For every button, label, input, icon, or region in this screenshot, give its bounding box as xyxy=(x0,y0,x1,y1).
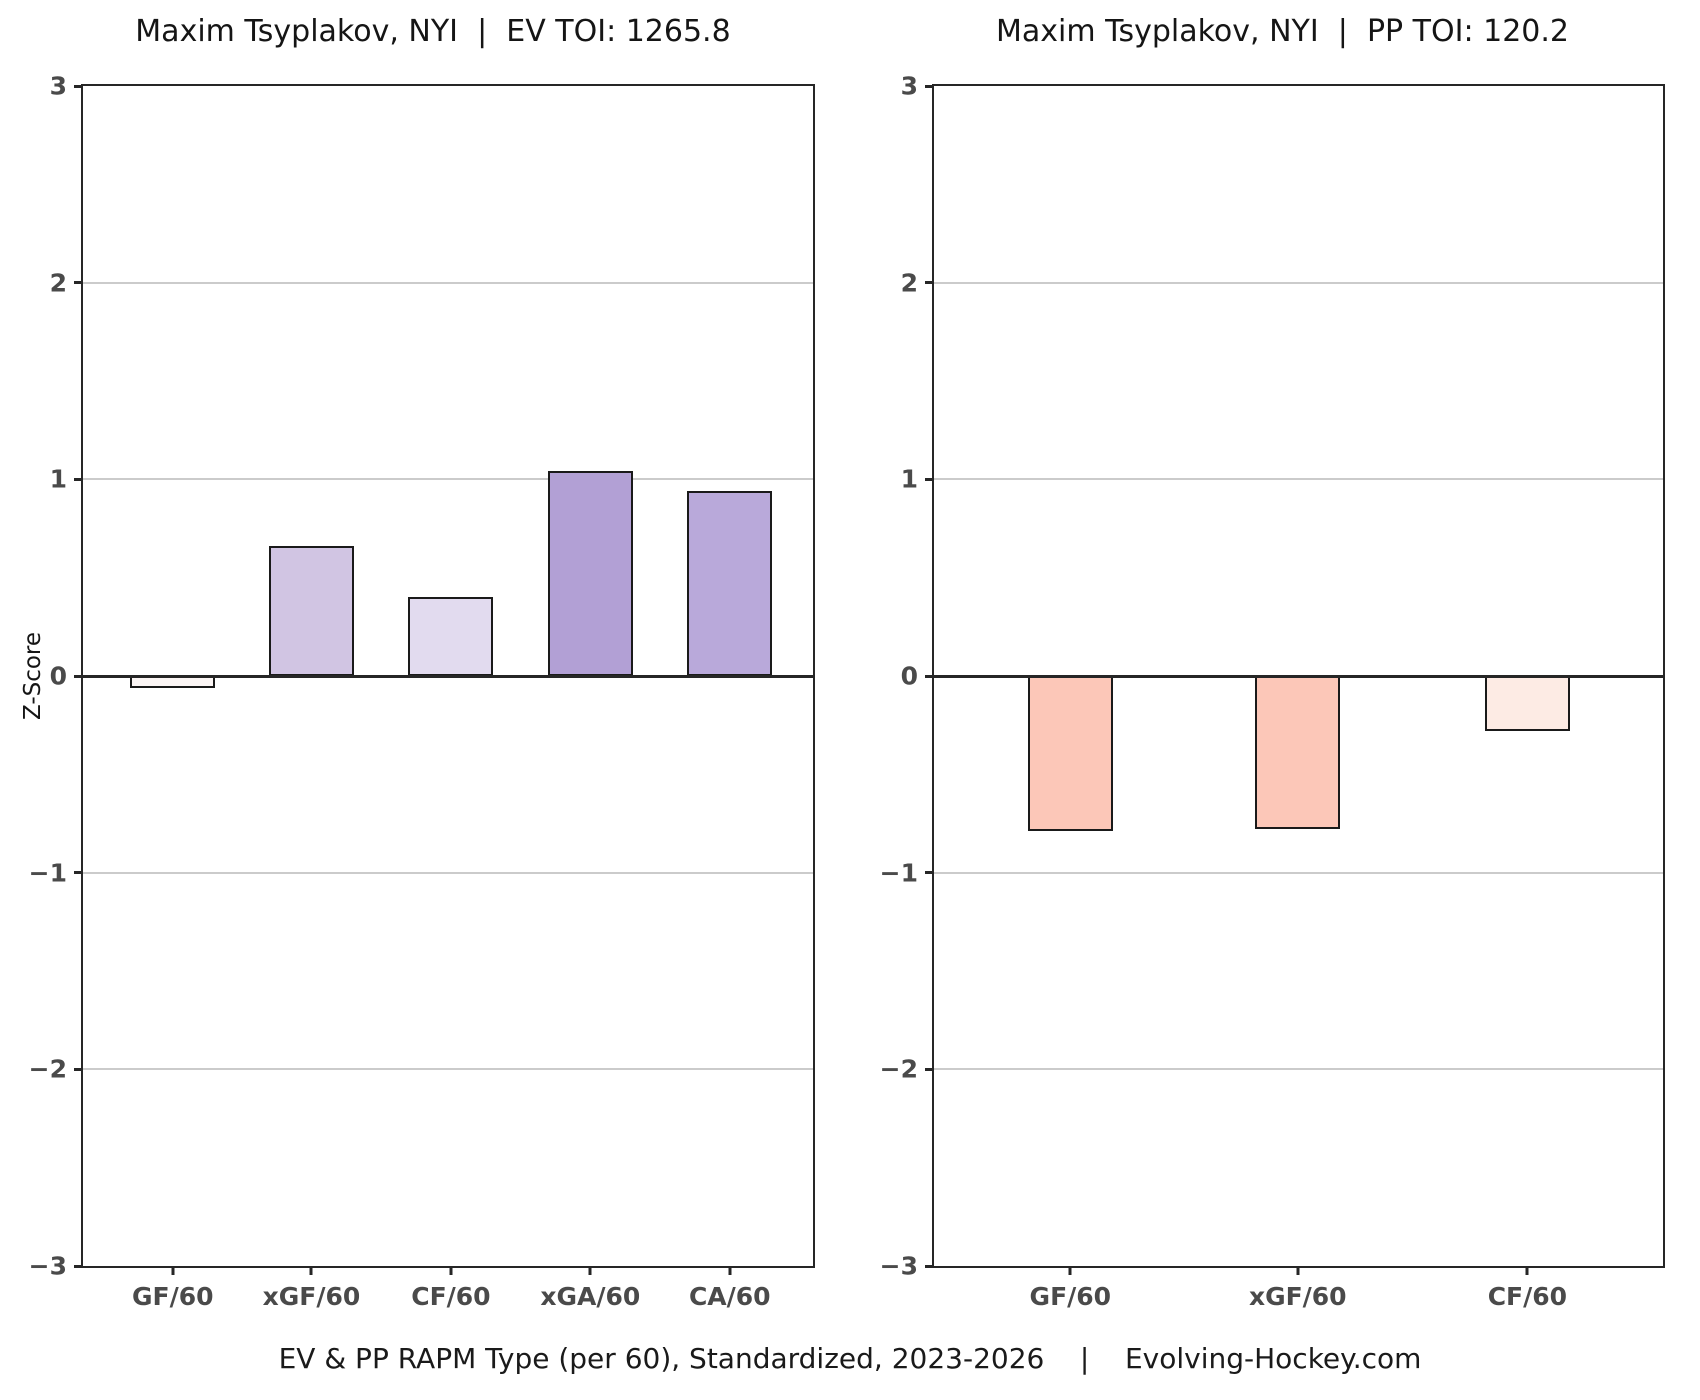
y-tick-label: −3 xyxy=(879,1251,918,1281)
y-tick-label: −2 xyxy=(28,1054,67,1084)
y-tick-label: 3 xyxy=(900,71,918,101)
gridline xyxy=(934,871,1663,874)
y-tick-mark xyxy=(74,1264,83,1268)
y-tick-label: −3 xyxy=(28,1251,67,1281)
x-tick-label: xGF/60 xyxy=(262,1282,361,1311)
ev-plot-area: 3 2 1 0 −1 −2 −3 GF/60 xGF/60 CF/60 xGA/60 CA/60 xyxy=(29,72,815,1311)
x-tick-label: GF/60 xyxy=(132,1282,214,1311)
gridline xyxy=(83,281,813,284)
y-tick-mark xyxy=(74,871,83,875)
x-tick-mark xyxy=(449,1266,453,1275)
y-tick-label: −1 xyxy=(28,858,67,888)
gridline xyxy=(83,478,813,481)
bar xyxy=(547,471,633,676)
x-tick-mark xyxy=(171,1266,175,1275)
y-tick-mark xyxy=(74,1067,83,1071)
y-tick-mark xyxy=(925,674,934,678)
y-tick-label: 0 xyxy=(49,661,67,691)
y-tick-mark xyxy=(925,1067,934,1071)
y-tick-mark xyxy=(925,84,934,88)
y-tick-label: 3 xyxy=(49,71,67,101)
y-tick-label: 2 xyxy=(49,268,67,298)
y-tick-label: 1 xyxy=(49,464,67,494)
x-tick-label: xGF/60 xyxy=(1248,1282,1347,1311)
y-tick-label: −2 xyxy=(879,1054,918,1084)
gridline xyxy=(934,281,1663,284)
y-tick-mark xyxy=(925,281,934,285)
x-tick-mark xyxy=(588,1266,592,1275)
y-tick-label: −1 xyxy=(879,858,918,888)
x-tick-label: GF/60 xyxy=(1029,1282,1112,1311)
figure-caption: EV & PP RAPM Type (per 60), Standardized… xyxy=(278,1342,1422,1375)
gridline xyxy=(83,1068,813,1071)
x-tick-label: CF/60 xyxy=(411,1282,491,1311)
x-tick-label: CF/60 xyxy=(1487,1282,1568,1311)
y-tick-mark xyxy=(74,674,83,678)
x-tick-mark xyxy=(1296,1266,1300,1275)
x-tick-mark xyxy=(1525,1266,1529,1275)
y-tick-label: 1 xyxy=(900,464,918,494)
bar xyxy=(687,491,773,676)
x-tick-mark xyxy=(309,1266,313,1275)
gridline xyxy=(934,478,1663,481)
bar xyxy=(408,597,494,676)
y-tick-mark xyxy=(74,84,83,88)
y-tick-mark xyxy=(925,1264,934,1268)
y-tick-mark xyxy=(74,477,83,481)
zero-line xyxy=(83,674,813,678)
x-tick-mark xyxy=(728,1266,732,1275)
y-tick-label: 2 xyxy=(900,268,918,298)
y-tick-label: 0 xyxy=(900,661,918,691)
x-tick-mark xyxy=(1068,1266,1072,1275)
left-chart-title: Maxim Tsyplakov, NYI | EV TOI: 1265.8 xyxy=(135,14,731,49)
pp-plot-area: 3 2 1 0 −1 −2 −3 GF/60 xGF/60 CF/60 xyxy=(880,72,1665,1311)
bar xyxy=(1484,676,1570,732)
zero-line xyxy=(934,674,1663,678)
gridline xyxy=(934,1068,1663,1071)
y-axis-label: Z-Score xyxy=(20,631,46,721)
x-tick-label: xGA/60 xyxy=(540,1282,641,1311)
bar xyxy=(1027,676,1113,832)
y-tick-mark xyxy=(925,871,934,875)
y-tick-mark xyxy=(925,477,934,481)
x-tick-label: CA/60 xyxy=(688,1282,771,1311)
bar xyxy=(1255,676,1341,830)
gridline xyxy=(83,871,813,874)
bar xyxy=(130,676,216,688)
y-tick-mark xyxy=(74,281,83,285)
right-chart-title: Maxim Tsyplakov, NYI | PP TOI: 120.2 xyxy=(995,14,1569,49)
bar xyxy=(268,546,354,676)
